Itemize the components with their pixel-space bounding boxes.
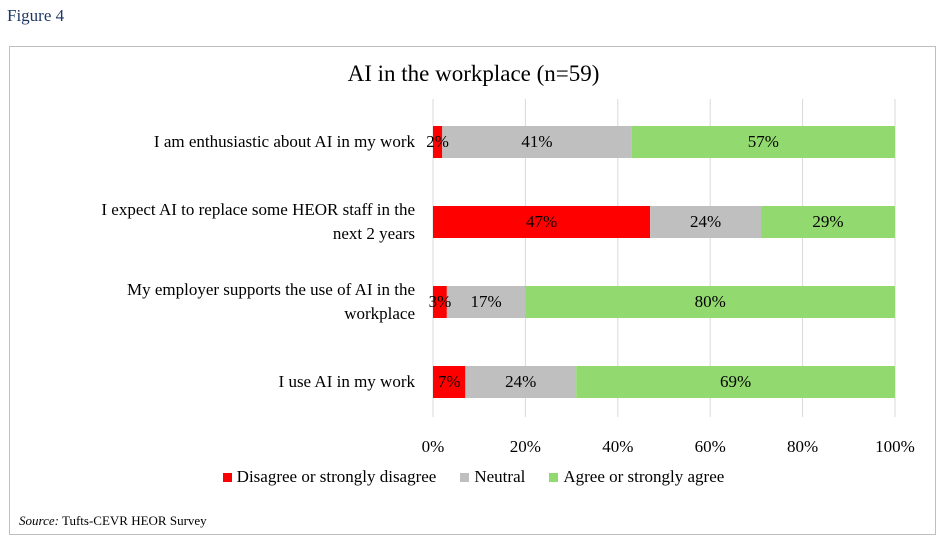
legend-label: Neutral (474, 467, 526, 486)
x-tick-label: 80% (787, 437, 819, 456)
legend-swatch (549, 472, 559, 482)
data-label: 7% (437, 372, 461, 391)
bar-segment (433, 286, 447, 318)
source-prefix: Source: (19, 513, 59, 528)
data-label: 24% (689, 212, 722, 231)
bar-segment (433, 366, 466, 398)
x-tick-label: 20% (509, 437, 541, 456)
chart-container: AI in the workplace (n=59) 0% 20% 40% 60% 80… (9, 46, 936, 535)
category-label-line: My employer supports the use of AI in th… (126, 280, 415, 299)
bar-segment (433, 126, 443, 158)
bar-segment (576, 366, 895, 398)
bar-segment (525, 286, 895, 318)
category-label: I expect AI to replace some HEOR staff i… (101, 198, 415, 246)
bar-segment (465, 366, 577, 398)
legend-label: Agree or strongly agree (563, 467, 725, 486)
source-text: Tufts-CEVR HEOR Survey (58, 513, 207, 528)
category-label: My employer supports the use of AI in th… (127, 278, 415, 326)
data-label: 47% (525, 212, 558, 231)
data-label: 2% (426, 132, 449, 151)
legend-label: Disagree or strongly disagree (236, 467, 437, 486)
category-label-line: I expect AI to replace some HEOR staff i… (101, 200, 415, 219)
bar-segment (442, 126, 632, 158)
bar-segment (650, 206, 762, 238)
category-label-line: I use AI in my work (278, 372, 415, 391)
bar-segment (446, 286, 526, 318)
figure-label: Figure 4 (7, 6, 65, 25)
source-note: Source: Tufts-CEVR HEOR Survey (19, 513, 207, 529)
x-tick-label: 100% (875, 437, 915, 456)
legend-swatch (222, 472, 232, 482)
x-tick-label: 40% (602, 437, 634, 456)
chart-plot (432, 99, 896, 417)
category-label-line: workplace (344, 304, 415, 323)
x-tick-label: 0% (421, 437, 445, 456)
legend-item: Neutral (460, 467, 525, 487)
data-label: 29% (812, 212, 844, 231)
legend-item: Agree or strongly agree (549, 467, 724, 487)
legend-swatch (460, 472, 470, 482)
bar-segment (761, 206, 895, 238)
data-label: 41% (521, 132, 553, 151)
x-tick-label: 60% (694, 437, 726, 456)
data-label: 24% (505, 372, 537, 391)
bar-segment (433, 206, 651, 238)
category-label-line: next 2 years (332, 224, 415, 243)
chart-title: AI in the workplace (n=59) (347, 61, 600, 86)
data-label: 3% (428, 292, 452, 311)
data-label: 69% (720, 372, 752, 391)
category-label: I use AI in my work (279, 370, 415, 394)
bar-segment (631, 126, 895, 158)
data-label: 17% (470, 292, 502, 311)
category-label: I am enthusiastic about AI in my work (154, 130, 415, 154)
legend-item: Disagree or strongly disagree (222, 467, 437, 487)
data-label: 80% (694, 292, 726, 311)
data-label: 57% (747, 132, 779, 151)
chart-legend: Disagree or strongly disagree Neutral Agre… (10, 467, 937, 487)
category-label-line: I am enthusiastic about AI in my work (153, 132, 415, 151)
